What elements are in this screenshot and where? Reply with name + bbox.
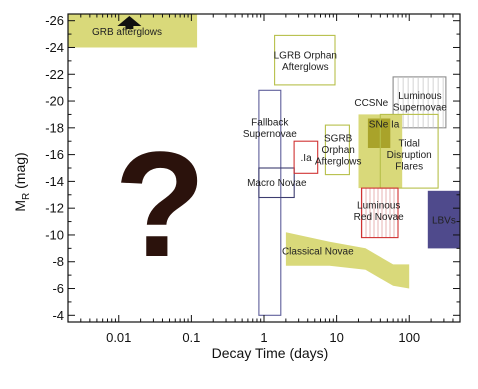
- y-tick-label: -14: [45, 174, 64, 189]
- y-axis-ticks: -4 -6 -8 -10 -12 -14 -16 -18 -20 -22 -24 -26: [45, 13, 460, 323]
- y-tick-label: -20: [45, 94, 64, 109]
- y-tick-label: -24: [45, 40, 64, 55]
- label-ccsne: CCSNe: [354, 98, 388, 109]
- label-grb-afterglows: GRB afterglows: [92, 27, 162, 38]
- label-line: Macro Novae: [247, 178, 307, 189]
- label-classical-novae: Classical Novae: [282, 247, 354, 258]
- label-lbvs: LBVs: [432, 216, 456, 227]
- label-line: SGRB: [324, 133, 353, 144]
- label-line: Luminous: [398, 91, 441, 102]
- x-tick-label: 10: [329, 330, 343, 345]
- label-line: GRB afterglows: [92, 27, 162, 38]
- label-line: Luminous: [357, 201, 400, 212]
- label-line: SNe Ia: [369, 119, 400, 130]
- label-lgrb-orphan-afterglows: LGRB Orphan Afterglows: [274, 51, 337, 74]
- label-luminous-supernovae: Luminous Supernovae: [393, 91, 447, 114]
- label-line: Fallback: [251, 118, 289, 129]
- region-tidal-disruption-flares: [379, 113, 439, 189]
- grb-arrow-icon: [117, 16, 142, 26]
- x-axis-label: Decay Time (days): [212, 345, 329, 361]
- label-line: Flares: [395, 162, 423, 173]
- label-sne-ia: SNe Ia: [369, 119, 400, 130]
- y-tick-label: -10: [45, 227, 64, 242]
- region-luminous-red-novae: [360, 187, 399, 239]
- grb-arrow-stem: [125, 25, 134, 29]
- x-tick-label: 0.1: [182, 330, 200, 345]
- label-line: Afterglows: [315, 156, 362, 167]
- region-sne-ia: [367, 118, 391, 148]
- region-classical-novae: [285, 232, 410, 289]
- label-line: Supernovae: [243, 129, 297, 140]
- label-fallback-supernovae: Fallback Supernovae: [243, 118, 297, 141]
- y-tick-label: -6: [52, 281, 64, 296]
- region-lbvs: [427, 190, 460, 249]
- label-line: Classical Novae: [282, 247, 354, 258]
- x-tick-label: 1: [260, 330, 267, 345]
- label-sgrb-orphan-afterglows: SGRB Orphan Afterglows: [315, 133, 362, 167]
- y-tick-label: -12: [45, 201, 64, 216]
- x-tick-label: 0.01: [106, 330, 131, 345]
- y-tick-label: -4: [52, 308, 64, 323]
- y-tick-label: -18: [45, 120, 64, 135]
- label-tidal-disruption-flares: Tidal Disruption Flares: [387, 139, 432, 173]
- y-axis-label: MR (mag): [12, 152, 32, 211]
- label-line: Tidal: [399, 139, 420, 150]
- y-tick-label: -22: [45, 67, 64, 82]
- x-tick-label: 100: [398, 330, 420, 345]
- region-sgrb-orphan-afterglows: [324, 124, 350, 176]
- region-fallback-supernovae: [258, 89, 282, 316]
- regions: [68, 14, 460, 316]
- region-luminous-supernovae: [392, 76, 447, 129]
- label-line: .Ia: [301, 153, 313, 164]
- label-line: Orphan: [322, 145, 355, 156]
- label-line: LBVs: [432, 216, 456, 227]
- label-line: LGRB Orphan: [274, 51, 337, 62]
- region-lgrb-orphan-afterglows: [274, 34, 336, 86]
- label-line: CCSNe: [354, 98, 388, 109]
- y-tick-label: -16: [45, 147, 64, 162]
- y-tick-label: -26: [45, 13, 64, 28]
- x-axis-ticks: 0.01 0.1 1 10 100: [67, 14, 461, 345]
- label-macro-novae: Macro Novae: [247, 178, 307, 189]
- label-line: Disruption: [387, 150, 432, 161]
- y-tick-label: -8: [52, 254, 64, 269]
- label-ia: .Ia: [301, 153, 313, 164]
- question-mark-annotation: ?: [114, 120, 206, 288]
- region-macro-novae: [258, 167, 295, 199]
- label-line: Afterglows: [282, 62, 329, 73]
- label-line: Red Novae: [354, 212, 404, 223]
- region-ia: [293, 140, 319, 174]
- label-luminous-red-novae: Luminous Red Novae: [354, 201, 404, 224]
- label-line: Supernovae: [393, 102, 447, 113]
